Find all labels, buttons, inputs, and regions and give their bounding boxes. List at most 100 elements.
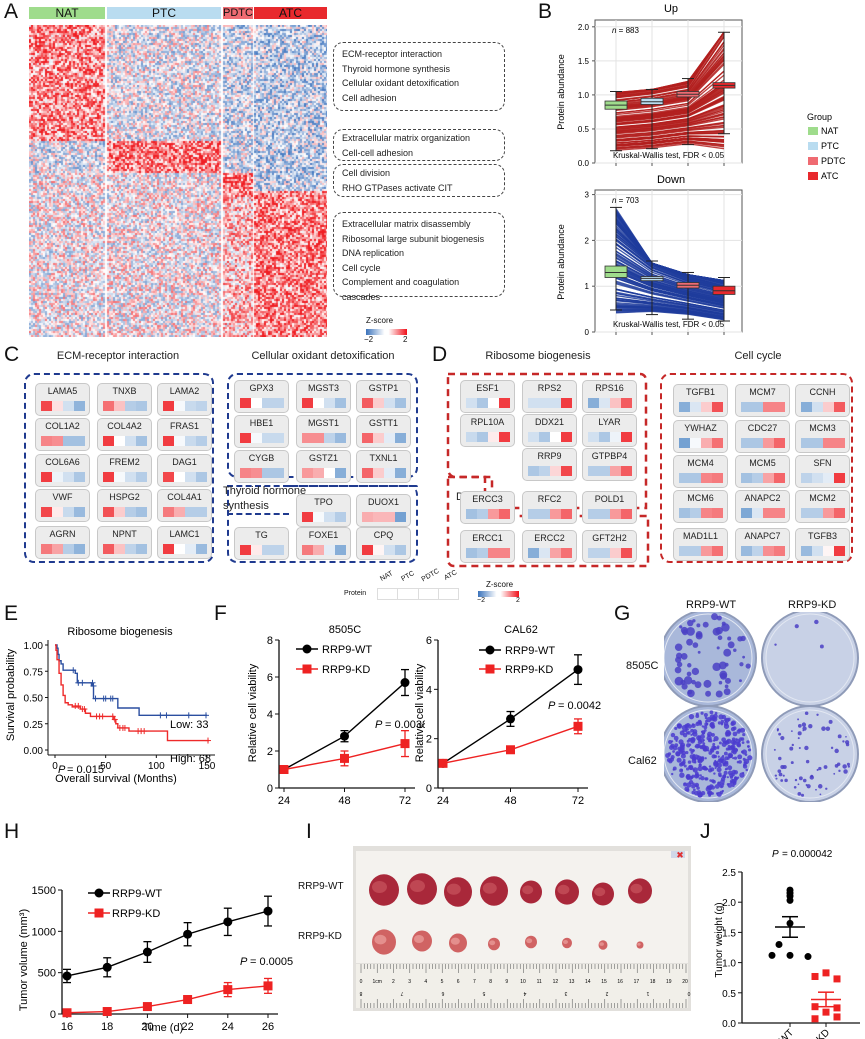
colony <box>727 783 733 788</box>
colony <box>708 765 712 768</box>
colony <box>794 624 799 629</box>
gene-zscore-cells <box>163 507 207 517</box>
colony <box>716 646 720 650</box>
pathway-item: Complement and coagulation cascades <box>342 277 460 302</box>
ruler-label: 17 <box>634 979 640 985</box>
zscore-cell <box>335 545 346 555</box>
gene-zscore-cells <box>41 544 85 554</box>
heatmap-group-bar: NAT PTC PDTC ATC <box>29 7 327 19</box>
zscore-cell <box>834 438 845 448</box>
colony <box>723 648 732 657</box>
zscore-cell <box>834 508 845 518</box>
zscore-cell <box>251 545 262 555</box>
protein-trajectory <box>615 74 725 116</box>
gene-tile-fras1: FRAS1 <box>157 418 212 451</box>
zscore-cell <box>103 401 114 411</box>
colony <box>676 661 683 668</box>
colony <box>670 743 675 748</box>
colony <box>789 746 794 751</box>
cell-legend-max: 2 <box>516 597 520 604</box>
zscore-cell <box>550 398 561 408</box>
colony <box>837 734 842 739</box>
gene-zscore-cells <box>466 509 510 519</box>
gene-tile-lama5: LAMA5 <box>35 383 90 416</box>
colony <box>674 726 678 731</box>
i-row-label-wt: RRP9-WT <box>298 881 344 892</box>
gene-zscore-cells <box>103 544 147 554</box>
legend-marker <box>485 645 495 655</box>
zscore-cell <box>690 402 701 412</box>
zscore-cell <box>313 433 324 443</box>
colony <box>723 723 730 729</box>
panel-label-g: G <box>614 602 631 625</box>
colony <box>710 767 715 772</box>
colony <box>673 735 679 741</box>
gene-tile-mcm5: MCM5 <box>735 455 790 488</box>
zscore-cell <box>834 546 845 556</box>
colony <box>715 750 720 755</box>
colony <box>733 756 738 760</box>
zscore-cell <box>313 468 324 478</box>
data-point <box>573 721 583 731</box>
close-mark: ✖ <box>676 850 684 860</box>
protein-trajectory <box>615 276 725 307</box>
colony <box>700 711 704 715</box>
colony <box>720 723 724 726</box>
colony <box>734 777 737 780</box>
panel-label-d: D <box>432 343 448 366</box>
ecm-group-title: ECM-receptor interaction <box>56 350 180 362</box>
zscore-cell <box>621 509 632 519</box>
colony <box>674 666 682 674</box>
zscore-cell <box>302 468 313 478</box>
zscore-cell <box>52 436 63 446</box>
colony <box>672 766 677 771</box>
colony <box>713 745 716 749</box>
data-point <box>142 1002 152 1012</box>
zscore-cell <box>488 509 499 519</box>
colony <box>695 714 700 719</box>
zscore-cell <box>262 545 273 555</box>
zscore-cell <box>313 512 324 522</box>
ruler-label: 9 <box>505 979 508 985</box>
x-tick-label: RRP9-WT <box>756 1027 796 1039</box>
zscore-cell <box>588 432 599 442</box>
cell-legend-grid <box>377 588 459 600</box>
gene-name: YWHAZ <box>684 423 717 433</box>
protein-trajectory <box>615 125 725 138</box>
colony <box>836 762 841 766</box>
colony <box>746 745 750 748</box>
colony <box>825 787 828 790</box>
gene-zscore-cells <box>466 548 510 558</box>
gene-zscore-cells <box>362 545 406 555</box>
zscore-cell <box>63 544 74 554</box>
j-p-value: = 0.000042 <box>782 849 833 860</box>
gene-zscore-cells <box>240 468 284 478</box>
colony <box>688 713 695 720</box>
y-tick-label: 0 <box>267 783 273 795</box>
panel-label-a: A <box>4 0 19 23</box>
f1-legend-kd: RRP9-KD <box>322 664 370 676</box>
tumor-photograph: 0 1cm 2 3 4 5 6 7 8 9 10 11 12 13 14 15 16 17 18 19 208 7 6 5 4 3… <box>353 846 691 1011</box>
gene-name: GPX3 <box>249 383 274 393</box>
zscore-cell <box>610 466 621 476</box>
colony <box>717 755 720 758</box>
colony <box>735 748 738 752</box>
y-tick-label: 1 <box>585 282 590 291</box>
gene-name: DAG1 <box>172 457 197 467</box>
zscore-cell <box>690 508 701 518</box>
zscore-cell <box>823 546 834 556</box>
gene-name: GTPBP4 <box>591 451 628 461</box>
gene-name: MGST1 <box>307 418 339 428</box>
gene-tile-mgst1: MGST1 <box>296 415 351 448</box>
data-point <box>223 917 233 927</box>
protein-trajectory <box>615 141 725 150</box>
data-point <box>400 739 410 749</box>
ruler-inch-label: 8 <box>359 990 362 996</box>
colony <box>782 774 785 777</box>
colony <box>823 765 828 769</box>
colony <box>727 641 735 649</box>
zscore-cell <box>185 544 196 554</box>
gene-zscore-cells <box>588 466 632 476</box>
zscore-cell <box>262 433 273 443</box>
colony <box>746 740 750 744</box>
